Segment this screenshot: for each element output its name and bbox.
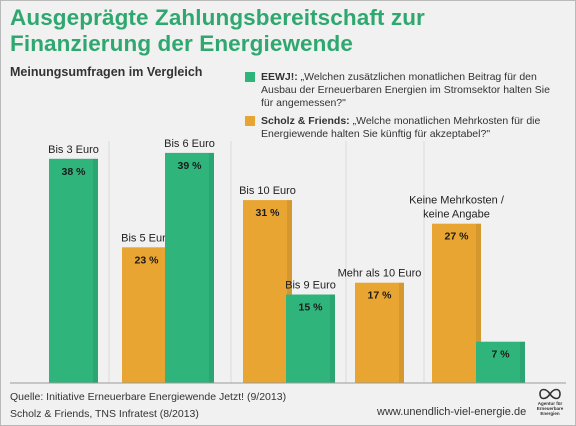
category-label: Mehr als 10 Euro [338, 268, 422, 280]
logo-text-line: Energien [540, 411, 560, 416]
source-note-line1: Quelle: Initiative Erneuerbare Energiewe… [10, 391, 287, 403]
logo-text: Agentur für Erneuerbare Energien [531, 401, 569, 416]
logo-text-line: Agentur für [537, 401, 563, 406]
category-label: Bis 10 Euro [239, 185, 296, 197]
category-label: Bis 3 Euro [48, 144, 99, 156]
bar-shade [209, 152, 214, 383]
legend-series-name: Scholz & Friends: [261, 115, 350, 127]
bar-shade [399, 282, 404, 383]
bar-shade [287, 200, 292, 383]
legend-question: „Welchen zusätzlichen monatlichen Beitra… [261, 71, 550, 109]
source-note-line2: Scholz & Friends, TNS Infratest (8/2013) [10, 408, 199, 420]
data-label: 7 % [491, 349, 510, 361]
bar-1 [49, 158, 98, 383]
chart-title-line2: Finanzierung der Energiewende [10, 31, 353, 56]
category-label: keine Angabe [423, 209, 490, 221]
legend-swatch-green [245, 72, 255, 82]
data-label: 27 % [445, 231, 470, 243]
bar-2 [122, 247, 171, 383]
infinity-icon [539, 388, 561, 400]
category-label: Bis 9 Euro [285, 280, 336, 292]
bar-7 [432, 223, 481, 383]
website-url: www.unendlich-viel-energie.de [377, 406, 527, 418]
bar-4 [243, 200, 292, 383]
legend-series-name: EEWJ!: [261, 71, 298, 83]
category-label: Bis 5 Euro [121, 232, 172, 244]
bar-shade [476, 223, 481, 383]
bar-8 [476, 341, 525, 383]
data-label: 15 % [299, 302, 324, 314]
legend-text: Scholz & Friends: „Welche monatlichen Me… [261, 115, 561, 141]
agency-logo: Agentur für Erneuerbare Energien [531, 387, 569, 421]
bar-3 [165, 152, 214, 383]
category-label: Keine Mehrkosten / [409, 195, 505, 207]
data-label: 38 % [62, 166, 87, 178]
bar-shade [520, 341, 525, 383]
bar-6 [355, 282, 404, 383]
legend-swatch-orange [245, 116, 255, 126]
bar-5 [286, 294, 335, 383]
chart-title-line1: Ausgeprägte Zahlungsbereitschaft zur [10, 5, 425, 30]
bar-shade [330, 294, 335, 383]
data-label: 39 % [178, 160, 203, 172]
legend-question: „Welche monatlichen Mehrkosten für die E… [261, 115, 541, 140]
data-label: 23 % [135, 254, 160, 266]
category-label: Bis 6 Euro [164, 138, 215, 150]
legend-text: EEWJ!: „Welchen zusätzlichen monatlichen… [261, 71, 561, 110]
data-label: 17 % [368, 290, 393, 302]
logo-text-line: Erneuerbare [536, 406, 564, 411]
data-label: 31 % [256, 207, 281, 219]
bar-shade [93, 158, 98, 383]
chart-subtitle: Meinungsumfragen im Vergleich [10, 65, 203, 79]
